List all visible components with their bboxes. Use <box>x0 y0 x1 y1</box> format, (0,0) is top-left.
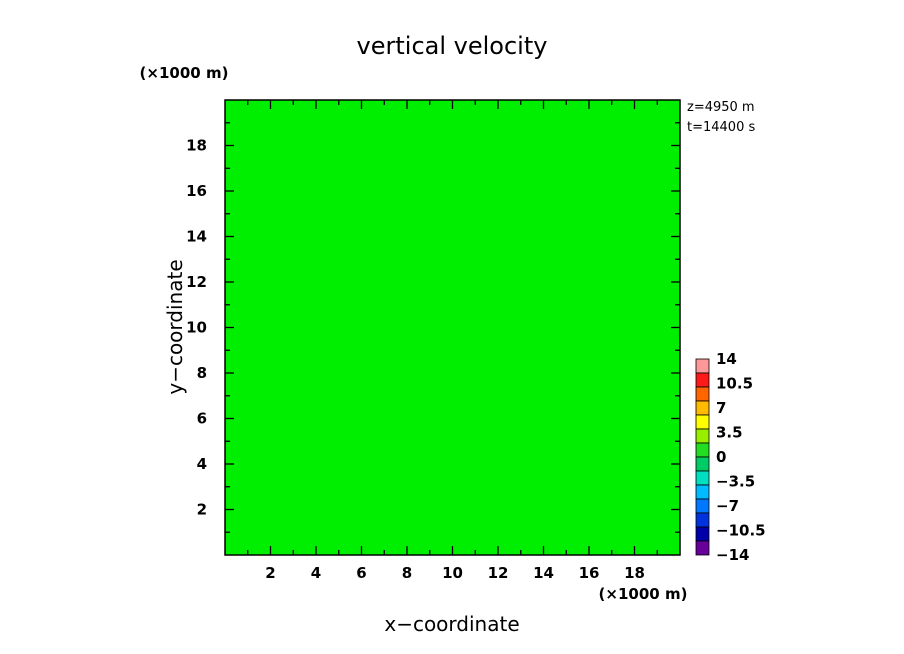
y-tick-label: 16 <box>186 182 207 200</box>
colorbar: 14 10.5 7 3.5 0 −3.5 −7 −10.5 −14 <box>695 350 766 564</box>
colorbar-label: 0 <box>716 448 726 466</box>
y-tick-label: 10 <box>186 319 207 337</box>
colorbar-label: 3.5 <box>716 424 743 442</box>
x-axis-label: x−coordinate <box>384 612 519 636</box>
y-unit-label: (×1000 m) <box>140 64 229 82</box>
y-tick-label: 2 <box>197 501 207 519</box>
x-tick-label: 18 <box>624 564 645 582</box>
colorbar-swatch <box>695 512 710 528</box>
y-tick-label: 14 <box>186 228 207 246</box>
annotation-z: z=4950 m <box>687 100 755 115</box>
plot-area <box>224 99 681 556</box>
colorbar-label: 7 <box>716 399 726 417</box>
x-tick-label: 16 <box>579 564 600 582</box>
colorbar-label: 14 <box>716 350 737 368</box>
axis-ticks: 2 4 6 8 10 12 14 16 18 2 4 6 8 10 12 14 16 18 <box>186 100 680 582</box>
x-unit-label: (×1000 m) <box>599 585 688 603</box>
colorbar-label: −14 <box>716 546 749 564</box>
annotation-t: t=14400 s <box>687 120 755 135</box>
y-tick-label: 8 <box>197 364 207 382</box>
colorbar-swatch <box>695 526 710 542</box>
colorbar-swatch <box>695 498 710 514</box>
y-tick-label: 6 <box>197 410 207 428</box>
colorbar-label: −7 <box>716 497 739 515</box>
x-tick-label: 6 <box>356 564 366 582</box>
x-tick-label: 2 <box>265 564 275 582</box>
colorbar-swatch <box>695 540 710 556</box>
x-tick-label: 10 <box>442 564 463 582</box>
colorbar-swatch <box>695 386 710 402</box>
x-tick-label: 4 <box>311 564 321 582</box>
colorbar-label: −10.5 <box>716 522 766 540</box>
x-tick-label: 8 <box>402 564 412 582</box>
colorbar-label: −3.5 <box>716 473 755 491</box>
colorbar-swatch <box>695 400 710 416</box>
colorbar-swatch <box>695 442 710 458</box>
colorbar-swatch <box>695 484 710 500</box>
colorbar-swatch <box>695 358 710 374</box>
y-tick-label: 12 <box>186 273 207 291</box>
colorbar-swatch <box>695 428 710 444</box>
colorbar-swatch <box>695 414 710 430</box>
x-tick-label: 14 <box>533 564 554 582</box>
chart-title: vertical velocity <box>357 32 548 60</box>
colorbar-label: 10.5 <box>716 375 753 393</box>
y-tick-label: 18 <box>186 137 207 155</box>
x-tick-label: 12 <box>488 564 509 582</box>
colorbar-swatch <box>695 470 710 486</box>
colorbar-swatch <box>695 456 710 472</box>
colorbar-swatch <box>695 372 710 388</box>
y-axis-label: y−coordinate <box>163 259 187 394</box>
y-tick-label: 4 <box>197 455 207 473</box>
